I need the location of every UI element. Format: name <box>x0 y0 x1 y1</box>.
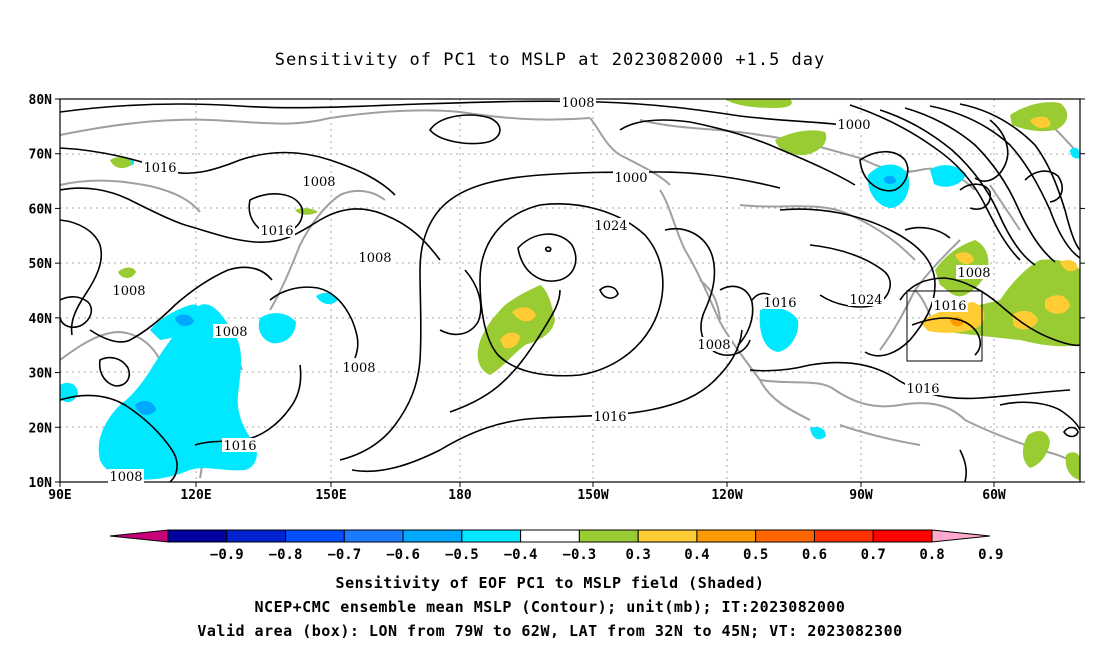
colorbar: −0.9 −0.8 −0.7 −0.6 −0.5 −0.4 −0.3 0.3 0.4 0.5 0.6… <box>109 529 1003 563</box>
colorbar-tick-label: −0.5 <box>445 547 479 563</box>
colorbar-bin <box>637 529 698 543</box>
contour-label: 1008 <box>561 96 594 111</box>
negative-sensitivity-shading <box>60 147 1080 480</box>
lat-tick-label: 10N <box>29 476 53 491</box>
colorbar-tick-label: 0.7 <box>861 547 886 563</box>
lat-tick-label: 60N <box>29 202 53 217</box>
lat-tick-label: 50N <box>29 257 53 272</box>
lat-tick-label: 80N <box>29 93 53 108</box>
contour-label: 1016 <box>593 410 626 425</box>
contour-label: 1008 <box>957 266 990 281</box>
lon-tick-label: 120W <box>711 488 742 503</box>
contour-label: 1016 <box>763 296 796 311</box>
colorbar-tick-label: 0.3 <box>626 547 651 563</box>
colorbar-bin <box>813 529 874 543</box>
map-plot-area <box>59 98 1081 483</box>
colorbar-bin <box>167 529 228 543</box>
lat-tick-label: 30N <box>29 367 53 382</box>
mslp-contours <box>60 100 1080 482</box>
contour-label: 1016 <box>933 299 966 314</box>
contour-label: 1008 <box>697 338 730 353</box>
contour-label: 1016 <box>906 382 939 397</box>
contour-label: 1008 <box>109 470 142 485</box>
lat-tick-label: 70N <box>29 148 53 163</box>
colorbar-bin <box>343 529 404 543</box>
colorbar-tick-label: 0.5 <box>743 547 768 563</box>
contour-label: 1016 <box>223 439 256 454</box>
lon-tick-label: 60W <box>982 488 1006 503</box>
colorbar-tick-label: −0.6 <box>386 547 420 563</box>
colorbar-tick-label: 0.6 <box>802 547 827 563</box>
contour-label: 1000 <box>614 171 647 186</box>
contour-label: 1008 <box>214 325 247 340</box>
colorbar-bin <box>226 529 287 543</box>
colorbar-tick-label: 0.4 <box>684 547 709 563</box>
colorbar-bin <box>402 529 463 543</box>
caption-line-1: Sensitivity of EOF PC1 to MSLP field (Sh… <box>335 574 765 592</box>
lon-tick-label: 150W <box>577 488 608 503</box>
valid-area-box <box>906 290 983 362</box>
lon-tick-label: 90W <box>849 488 873 503</box>
contour-label: 1024 <box>849 293 882 308</box>
colorbar-tick-label: −0.8 <box>269 547 303 563</box>
contour-label: 1024 <box>594 219 627 234</box>
chart-title: Sensitivity of PC1 to MSLP at 2023082000… <box>274 50 826 70</box>
caption-line-2: NCEP+CMC ensemble mean MSLP (Contour); u… <box>254 598 846 616</box>
lon-tick-label: 90E <box>48 488 71 503</box>
colorbar-bin <box>755 529 815 543</box>
colorbar-tick-label: −0.7 <box>327 547 361 563</box>
contour-label: 1008 <box>112 284 145 299</box>
colorbar-bin <box>461 529 522 543</box>
lat-tick-label: 40N <box>29 312 53 327</box>
contour-label: 1008 <box>342 361 375 376</box>
contour-label: 1008 <box>358 251 391 266</box>
lat-tick-label: 20N <box>29 421 53 436</box>
colorbar-tick-label: −0.9 <box>210 547 244 563</box>
caption-line-3: Valid area (box): LON from 79W to 62W, L… <box>197 622 903 640</box>
contour-label: 1016 <box>143 161 176 176</box>
colorbar-max-arrow <box>931 529 991 543</box>
colorbar-bin <box>520 529 580 543</box>
contour-label: 1016 <box>260 224 293 239</box>
colorbar-bin <box>285 529 345 543</box>
lon-tick-label: 120E <box>180 488 211 503</box>
colorbar-tick-label: −0.4 <box>504 547 538 563</box>
positive-sensitivity-shading-yellow <box>500 116 1078 349</box>
colorbar-bin <box>872 529 933 543</box>
colorbar-tick-label: 0.8 <box>919 547 944 563</box>
lon-tick-label: 180 <box>448 488 472 503</box>
colorbar-bin <box>578 529 639 543</box>
colorbar-bin <box>696 529 757 543</box>
contour-label: 1000 <box>837 118 870 133</box>
negative-sensitivity-shading-strong <box>135 175 896 415</box>
lon-tick-label: 150E <box>315 488 346 503</box>
contour-labels: 1008 1000 1016 1008 1016 1000 1008 1008 1024 1008… <box>108 95 992 485</box>
colorbar-min-arrow <box>109 529 169 543</box>
contour-label: 1008 <box>302 175 335 190</box>
colorbar-tick-label: 0.9 <box>978 547 1003 563</box>
colorbar-tick-label: −0.3 <box>563 547 597 563</box>
